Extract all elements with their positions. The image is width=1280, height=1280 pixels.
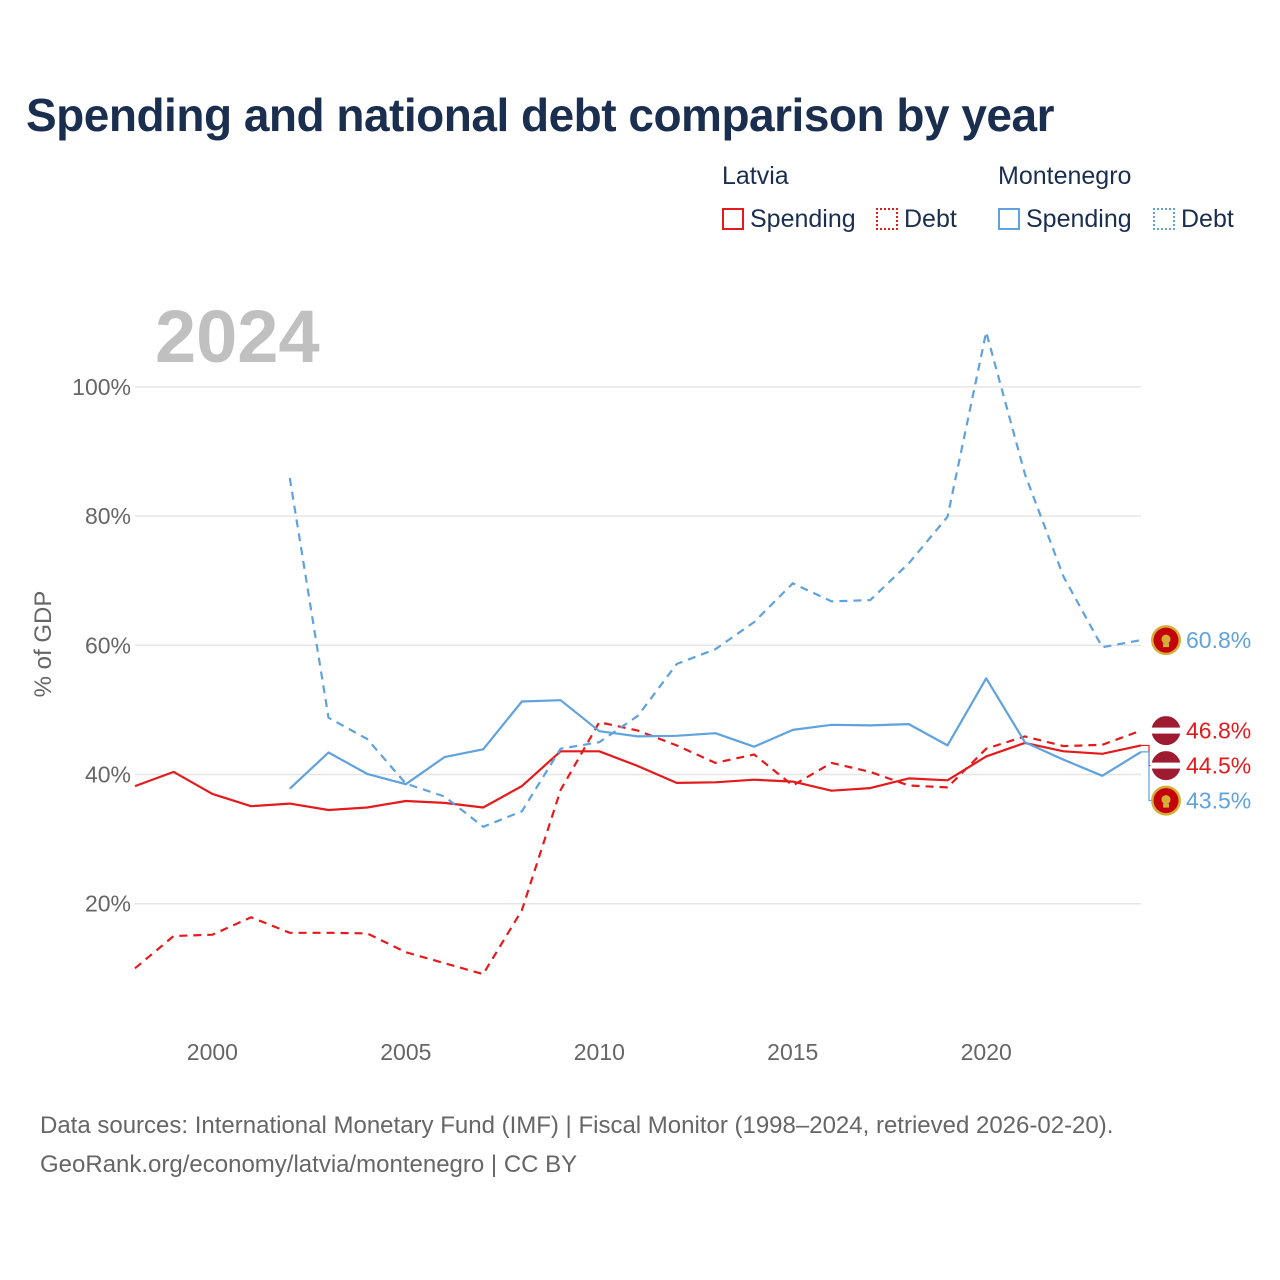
data-sources: Data sources: International Monetary Fun… (40, 1106, 1113, 1184)
legend-label-montenegro-debt: Debt (1181, 204, 1234, 233)
end-label-latvia-spending: 44.5% (1186, 753, 1251, 779)
latvia-flag-icon (1150, 715, 1182, 747)
legend-label-latvia-debt: Debt (904, 204, 957, 233)
y-tick-label-20: 20% (85, 891, 131, 917)
legend-swatch-latvia-spending (722, 208, 744, 230)
legend-latvia-debt[interactable]: Debt (876, 204, 957, 234)
series-line-montenegro-debt (288, 330, 1142, 828)
legend-swatch-montenegro-spending (998, 208, 1020, 230)
legend-label-montenegro-spending: Spending (1026, 204, 1132, 233)
end-connector-montenegro-spending (1141, 751, 1152, 802)
end-label-montenegro-spending: 43.5% (1186, 788, 1251, 814)
y-tick-label-60: 60% (85, 632, 131, 658)
end-connector-latvia-spending (1141, 744, 1152, 767)
chart-title: Spending and national debt comparison by… (26, 89, 1055, 141)
series-line-latvia-spending (134, 741, 1142, 812)
legend-label-latvia-spending: Spending (750, 204, 856, 233)
tick-layer: 20% 40% 60% 80% 100% 2000 2005 2010 2015 2020 (72, 374, 1012, 1065)
x-tick-label-2000: 2000 (187, 1039, 238, 1065)
end-label-latvia-debt: 46.8% (1186, 718, 1251, 744)
montenegro-flag-icon (1151, 625, 1181, 656)
legend-group-montenegro: Montenegro (998, 162, 1132, 190)
series-layer (134, 330, 1142, 976)
legend-montenegro-spending[interactable]: Spending (998, 204, 1132, 234)
x-tick-label-2020: 2020 (961, 1039, 1012, 1065)
series-line-latvia-debt (134, 721, 1142, 976)
y-tick-label-40: 40% (85, 762, 131, 788)
grid-layer (135, 386, 1141, 905)
y-tick-label-100: 100% (72, 374, 131, 400)
montenegro-flag-icon (1151, 785, 1181, 816)
latvia-flag-icon (1150, 750, 1182, 782)
y-axis-label: % of GDP (30, 591, 57, 698)
sources-link[interactable]: GeoRank.org/economy/latvia/montenegro | … (40, 1151, 578, 1178)
legend-group-latvia: Latvia (722, 162, 789, 190)
legend-swatch-montenegro-debt (1153, 208, 1175, 230)
line-chart: 2024 % of GDP 20%40%60%80%100%2000 2005 20… (30, 295, 1251, 1065)
sources-line-1: Data sources: International Monetary Fun… (40, 1112, 1114, 1139)
series-line-montenegro-spending (289, 677, 1142, 790)
end-label-montenegro-debt: 60.8% (1186, 627, 1251, 653)
legend-montenegro-debt[interactable]: Debt (1153, 204, 1234, 234)
y-tick-label-80: 80% (85, 503, 131, 529)
legend-swatch-latvia-debt (876, 208, 898, 230)
year-watermark: 2024 (155, 295, 320, 378)
legend-latvia-spending[interactable]: Spending (722, 204, 856, 234)
x-tick-label-2005: 2005 (380, 1039, 431, 1065)
x-tick-label-2010: 2010 (574, 1039, 625, 1065)
end-label-layer: 60.8% 46.8% 44.5% 43.5% (1141, 625, 1251, 816)
x-tick-label-2015: 2015 (767, 1039, 818, 1065)
